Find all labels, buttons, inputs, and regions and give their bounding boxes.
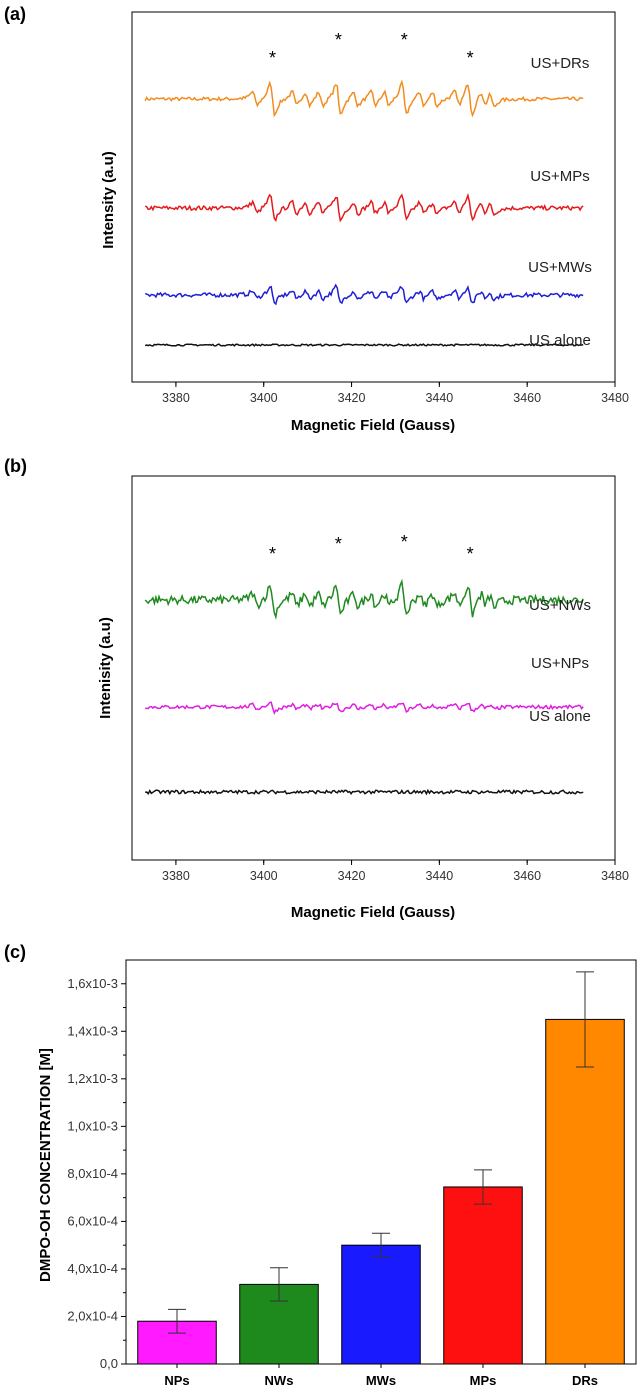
panel-a-x-axis-title: Magnetic Field (Gauss) <box>291 417 455 434</box>
panel-a-series: US+DRs US+MPs US+MWs US alone <box>144 55 592 349</box>
series-label: US+MWs <box>528 259 592 276</box>
y-tick-label: 1,2x10-3 <box>67 1071 118 1086</box>
category-label: NPs <box>164 1373 189 1388</box>
series-line-us-alone <box>144 343 584 347</box>
panel-b-peak-markers: * * * * <box>269 532 474 564</box>
peak-marker: * <box>401 532 408 552</box>
panel-c-bars <box>137 971 625 1365</box>
y-tick-label: 0,0 <box>100 1356 118 1371</box>
x-tick-label: 3380 <box>162 869 190 883</box>
panel-c-y-ticks: 0,0 2,0x10-4 4,0x10-4 6,0x10-4 8,0x10-4 1,0x1… <box>67 976 126 1371</box>
x-tick-label: 3460 <box>513 391 541 405</box>
panel-b-x-axis-title: Magnetic Field (Gauss) <box>291 904 455 921</box>
category-label: NWs <box>265 1373 294 1388</box>
panel-c-category-labels: NPs NWs MWs MPs DRs <box>164 1364 598 1388</box>
panel-b: (b) 3380 3400 3420 3440 3460 3480 US+NWs US+NP… <box>4 456 629 921</box>
peak-marker: * <box>269 48 276 68</box>
series-line-us-nps <box>145 701 584 715</box>
series-label: US alone <box>529 332 591 349</box>
series-line-us-mps <box>144 192 584 223</box>
series-label: US+MPs <box>530 168 590 185</box>
panel-b-y-axis-title: Intenisity (a.u) <box>97 617 114 719</box>
peak-marker: * <box>335 534 342 554</box>
series-label: US alone <box>529 708 591 725</box>
y-tick-label: 1,4x10-3 <box>67 1023 118 1038</box>
category-label: MWs <box>366 1373 396 1388</box>
category-label: MPs <box>470 1373 497 1388</box>
series-line-us-drs <box>144 79 584 118</box>
y-tick-label: 8,0x10-4 <box>67 1166 118 1181</box>
series-label: US+NWs <box>529 597 591 614</box>
panel-b-series: US+NWs US+NPs US alone <box>144 578 591 796</box>
y-tick-label: 2,0x10-4 <box>67 1308 118 1323</box>
y-tick-label: 1,0x10-3 <box>67 1118 118 1133</box>
x-tick-label: 3480 <box>601 391 629 405</box>
bar-mps <box>443 1186 523 1365</box>
panel-a-y-axis-title: Intensity (a.u) <box>100 151 117 249</box>
panel-a-peak-markers: * * * * <box>269 30 474 68</box>
bar-drs <box>545 1018 625 1365</box>
panel-c-y-axis-title: DMPO-OH CONCENTRATION [M] <box>37 1048 54 1282</box>
x-tick-label: 3480 <box>601 869 629 883</box>
panel-b-frame <box>131 475 616 861</box>
x-tick-label: 3440 <box>425 391 453 405</box>
panel-c-letter: (c) <box>4 942 26 962</box>
panel-b-x-ticks: 3380 3400 3420 3440 3460 3480 <box>162 860 629 883</box>
bar-mws <box>341 1244 421 1365</box>
y-tick-label: 6,0x10-4 <box>67 1213 118 1228</box>
x-tick-label: 3440 <box>425 869 453 883</box>
panel-a-frame <box>131 11 616 383</box>
x-tick-label: 3380 <box>162 391 190 405</box>
panel-c: (c) 0,0 2,0x10-4 4,0x10-4 6,0x10-4 8,0x10-4 1… <box>4 942 637 1388</box>
panel-a: (a) 3380 3400 3420 3440 3460 3480 US+DRs US+MP… <box>4 4 629 434</box>
series-label: US+NPs <box>531 655 589 672</box>
x-tick-label: 3460 <box>513 869 541 883</box>
peak-marker: * <box>467 48 474 68</box>
x-tick-label: 3400 <box>250 869 278 883</box>
series-line-us-mws <box>144 283 584 306</box>
panel-a-x-ticks: 3380 3400 3420 3440 3460 3480 <box>162 382 629 405</box>
category-label: DRs <box>572 1373 598 1388</box>
x-tick-label: 3420 <box>338 391 366 405</box>
y-tick-label: 1,6x10-3 <box>67 976 118 991</box>
series-label: US+DRs <box>531 55 590 72</box>
x-tick-label: 3420 <box>338 869 366 883</box>
peak-marker: * <box>467 544 474 564</box>
series-line-us-alone <box>145 788 584 796</box>
panel-b-letter: (b) <box>4 456 27 476</box>
panel-a-letter: (a) <box>4 4 26 24</box>
y-tick-label: 4,0x10-4 <box>67 1261 118 1276</box>
peak-marker: * <box>269 544 276 564</box>
series-line-us-nws <box>144 578 584 620</box>
peak-marker: * <box>335 30 342 50</box>
x-tick-label: 3400 <box>250 391 278 405</box>
peak-marker: * <box>401 30 408 50</box>
